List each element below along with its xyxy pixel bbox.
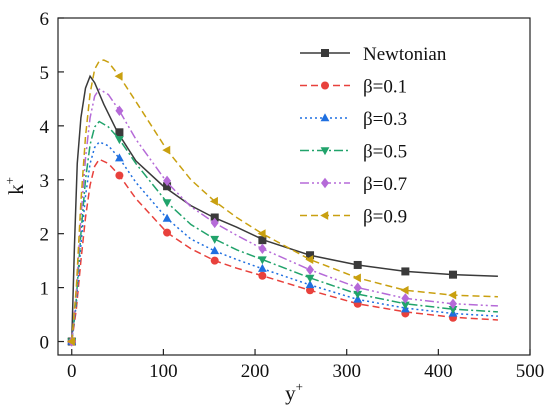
data-point-marker (210, 246, 220, 255)
data-point-marker (306, 251, 315, 260)
plot-frame (57, 17, 531, 356)
series-line (71, 120, 498, 342)
legend-entry: β=0.1 (300, 77, 407, 98)
data-point-marker (448, 305, 458, 314)
data-point-marker (321, 49, 329, 57)
legend: Newtonian β=0.1 β=0.3 β=0.5 β=0.7 β=0.9 (300, 44, 447, 228)
series-line (71, 74, 498, 342)
data-point-marker (163, 182, 172, 191)
x-tick-label: 200 (241, 361, 270, 382)
x-tick-label: 300 (332, 361, 361, 382)
data-point-marker (448, 290, 457, 300)
y-tick-label: 2 (40, 225, 50, 246)
data-point-marker (210, 256, 219, 265)
x-tick-label: 100 (149, 361, 178, 382)
data-point-marker (163, 228, 172, 237)
data-point-marker (210, 217, 219, 229)
data-point-marker (401, 293, 410, 304)
data-point-marker (305, 255, 314, 264)
data-point-marker (401, 267, 410, 276)
data-point-marker (115, 136, 124, 145)
data-point-marker (321, 177, 329, 189)
data-point-marker (258, 271, 267, 280)
series-layer (66, 59, 498, 347)
series-β=0.7 (67, 88, 498, 347)
y-tick-label: 4 (40, 117, 50, 138)
y-axis-title: k+ (2, 177, 28, 195)
y-axis-title-base: k (4, 184, 28, 195)
y-tick-label: 5 (40, 63, 50, 84)
legend-entry: β=0.9 (300, 207, 407, 228)
legend-entry: β=0.5 (300, 142, 407, 163)
data-point-marker (400, 285, 409, 295)
data-point-marker (306, 286, 315, 295)
data-point-marker (210, 235, 220, 244)
data-point-marker (210, 213, 219, 222)
data-point-marker (162, 199, 172, 208)
x-tick-label: 500 (516, 361, 545, 382)
data-point-marker (257, 256, 267, 265)
data-point-marker (162, 145, 171, 155)
legend-entry: β=0.7 (300, 174, 407, 195)
legend-label: β=0.3 (363, 109, 407, 130)
series-line (71, 141, 498, 342)
data-point-marker (320, 211, 329, 220)
data-point-marker (209, 196, 218, 206)
data-point-marker (163, 175, 172, 187)
data-point-marker (162, 213, 172, 222)
series-β=0.3 (67, 141, 498, 345)
data-point-marker (257, 229, 266, 239)
series-line (71, 88, 498, 342)
legend-entry: β=0.3 (300, 109, 407, 130)
legend-label: β=0.1 (363, 77, 407, 98)
data-point-marker (320, 147, 330, 156)
data-point-marker (400, 301, 410, 310)
x-axis-title-base: y (285, 381, 296, 405)
series-β=0.9 (66, 59, 498, 346)
y-axis-title-sup: + (2, 177, 17, 184)
data-point-marker (449, 270, 458, 279)
data-point-marker (305, 274, 315, 283)
legend-label: Newtonian (363, 44, 447, 65)
data-point-marker (258, 243, 267, 254)
series-Newtonian (67, 74, 498, 346)
data-point-marker (353, 290, 363, 299)
data-point-marker (353, 260, 362, 269)
data-point-marker (115, 153, 124, 162)
legend-entry: Newtonian (300, 44, 447, 65)
y-tick-label: 1 (40, 279, 50, 300)
data-point-marker (115, 171, 124, 180)
data-point-marker (258, 236, 267, 245)
data-point-marker (320, 113, 330, 122)
x-axis-title-sup: + (296, 379, 303, 394)
legend-label: β=0.7 (363, 174, 407, 195)
y-tick-label: 0 (40, 333, 50, 354)
series-line (71, 59, 498, 342)
data-point-marker (321, 81, 329, 90)
legend-label: β=0.5 (363, 142, 407, 163)
data-point-marker (449, 298, 458, 309)
x-axis-title: y+ (285, 379, 303, 405)
data-point-marker (306, 264, 315, 276)
data-point-marker (352, 273, 361, 283)
data-point-marker (115, 128, 124, 137)
axes: 0 100 200 300 400 500 0 1 2 3 4 5 6 (40, 9, 545, 382)
series-line (71, 158, 498, 342)
data-point-marker (115, 105, 124, 116)
data-point-marker (305, 280, 315, 289)
data-point-marker (353, 282, 362, 293)
x-tick-label: 400 (424, 361, 453, 382)
data-point-marker (66, 337, 75, 346)
data-point-marker (257, 263, 267, 272)
series-β=0.1 (67, 158, 498, 346)
y-tick-label: 3 (40, 171, 50, 192)
y-tick-label: 6 (40, 9, 50, 30)
data-point-marker (114, 71, 123, 81)
legend-label: β=0.9 (363, 207, 407, 228)
x-tick-label: 0 (67, 361, 77, 382)
